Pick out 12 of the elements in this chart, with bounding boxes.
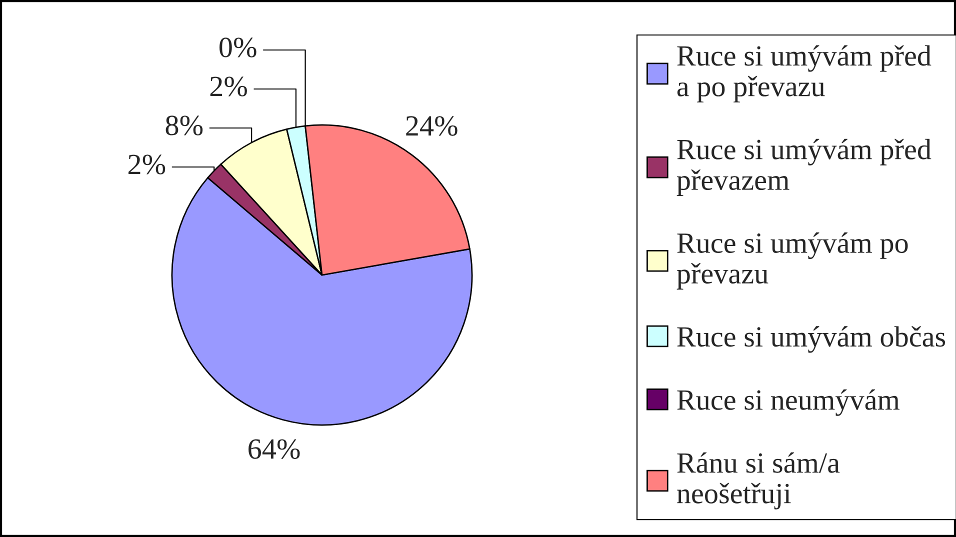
- legend-label: Ruce si umývám před převazem: [676, 138, 932, 196]
- text: 0%: [220, 38, 256, 58]
- data-label: 8%: [166, 116, 203, 136]
- legend-label: Ruce si umývám před a po převazu: [677, 45, 932, 102]
- legend-label: Ruce si umývám občas: [677, 326, 946, 353]
- legend-label: Ránu si sám/a neošetřuji: [677, 452, 840, 510]
- data-label: 2%: [210, 76, 247, 96]
- legend-label: Ruce si umývám po převazu: [676, 232, 908, 290]
- legend-label: Ruce si neumývám: [677, 389, 900, 416]
- data-label: 24%: [406, 116, 458, 136]
- data-label: 64%: [248, 439, 300, 459]
- data-label: 2%: [128, 154, 166, 174]
